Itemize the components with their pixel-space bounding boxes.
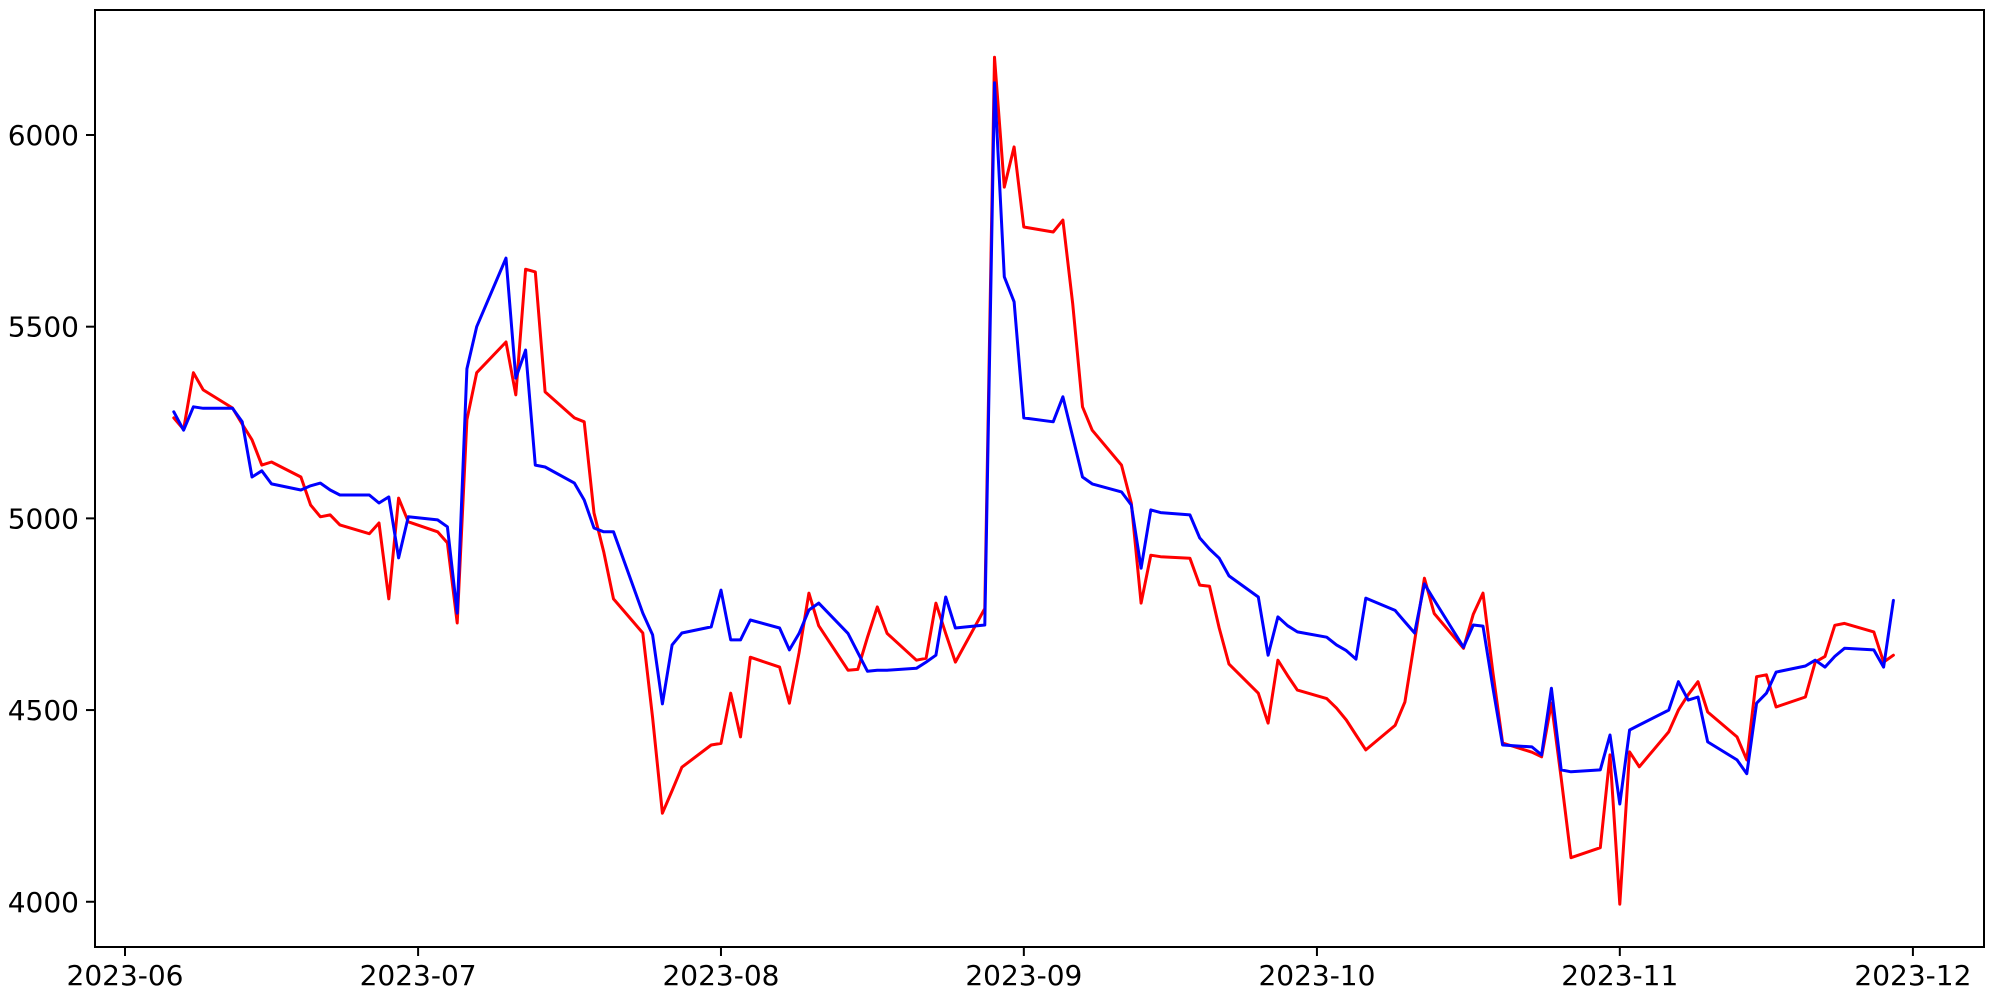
- x-tick-label: 2023-11: [1561, 959, 1678, 992]
- y-tick-label: 4000: [8, 886, 79, 919]
- blue-series-line: [172, 81, 1895, 806]
- red-series-line: [172, 55, 1895, 906]
- x-tick-label: 2023-09: [965, 959, 1082, 992]
- x-tick-label: 2023-12: [1854, 959, 1971, 992]
- axes-spines: [94, 9, 1985, 948]
- y-tick-label: 6000: [8, 119, 79, 152]
- x-tick-label: 2023-10: [1258, 959, 1375, 992]
- x-tick-label: 2023-07: [360, 959, 477, 992]
- x-tick-label: 2023-06: [67, 959, 184, 992]
- y-tick-label: 5500: [8, 311, 79, 344]
- y-tick-label: 4500: [8, 694, 79, 727]
- x-tick-label: 2023-08: [662, 959, 779, 992]
- y-tick-label: 5000: [8, 502, 79, 535]
